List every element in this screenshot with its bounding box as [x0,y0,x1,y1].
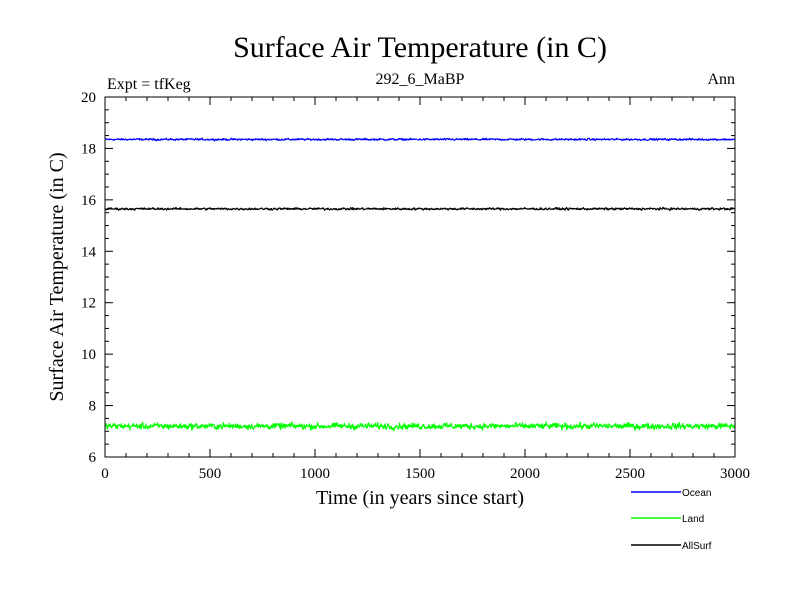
series-layer [104,137,736,432]
x-tick-label: 500 [199,466,222,482]
y-tick-label: 8 [89,399,97,415]
plot-frame [104,96,736,458]
x-tick-label: 1500 [405,466,435,482]
x-tick-label: 1000 [300,466,330,482]
series-line-land [104,421,736,432]
y-axis-label: Surface Air Temperature (in C) [46,152,68,401]
series-line-allsurf [104,206,736,212]
y-tick-label: 12 [81,296,96,312]
x-axis-label: Time (in years since start) [316,487,524,509]
chart-title: Surface Air Temperature (in C) [233,31,607,64]
x-tick-label: 0 [101,466,109,482]
legend-label-ocean: Ocean [682,488,711,499]
legend: Ocean Land AllSurf [631,488,712,552]
y-tick-label: 20 [81,90,96,106]
x-tick-label: 3000 [720,466,750,482]
legend-label-land: Land [682,514,704,525]
y-tick-label: 10 [81,347,96,363]
y-tick-label: 6 [89,450,97,466]
chart-subtitle: 292_6_MaBP [376,71,465,88]
series-line-ocean [104,137,736,142]
x-tick-label: 2000 [510,466,540,482]
ticks-layer: 0 500 1000 1500 2000 2500 3000 6 8 10 12 14 16 18 20 [81,90,750,482]
y-tick-label: 16 [81,193,97,209]
y-tick-label: 18 [81,141,96,157]
x-tick-label: 2500 [615,466,645,482]
season-label: Ann [707,71,735,88]
legend-label-allsurf: AllSurf [682,541,712,552]
y-tick-label: 14 [81,244,97,260]
experiment-label: Expt = tfKeg [107,76,191,93]
